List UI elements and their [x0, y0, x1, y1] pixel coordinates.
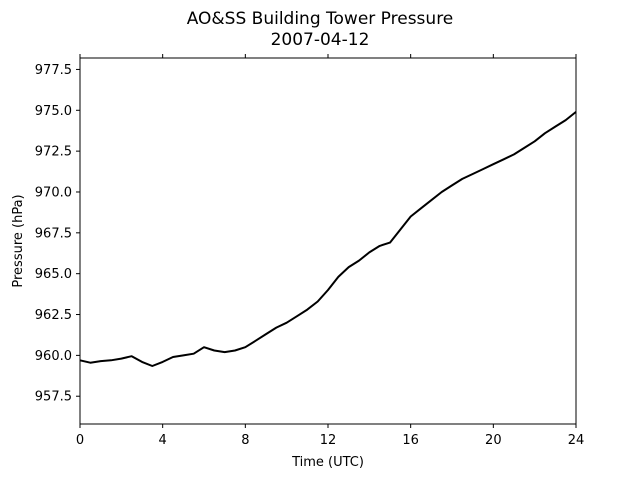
y-tick-label: 977.5: [35, 63, 72, 78]
y-tick-label: 970.0: [35, 185, 72, 200]
x-tick-label: 0: [76, 433, 84, 448]
x-axis-ticks: 0 4 8 12 16 20 24: [76, 54, 584, 448]
y-axis-label: Pressure (hPa): [11, 194, 26, 287]
y-tick-label: 972.5: [35, 145, 72, 160]
x-tick-label: 20: [485, 433, 502, 448]
x-tick-label: 16: [402, 433, 419, 448]
y-tick-label: 960.0: [35, 349, 72, 364]
chart-title: AO&SS Building Tower Pressure: [187, 9, 454, 29]
y-tick-label: 967.5: [35, 226, 72, 241]
y-tick-label: 962.5: [35, 308, 72, 323]
y-tick-label: 975.0: [35, 104, 72, 119]
x-tick-label: 8: [241, 433, 249, 448]
chart-subtitle: 2007-04-12: [271, 30, 370, 50]
y-tick-label: 965.0: [35, 267, 72, 282]
x-tick-label: 4: [159, 433, 167, 448]
plot-frame: [79, 57, 577, 425]
x-axis-label: Time (UTC): [291, 455, 364, 470]
pressure-series-line: [79, 111, 577, 367]
y-axis-ticks: 957.5 960.0 962.5 965.0 967.5 970.0 972.5 975.0…: [35, 63, 80, 405]
x-tick-label: 24: [568, 433, 585, 448]
x-tick-label: 12: [320, 433, 337, 448]
y-tick-label: 957.5: [35, 390, 72, 405]
